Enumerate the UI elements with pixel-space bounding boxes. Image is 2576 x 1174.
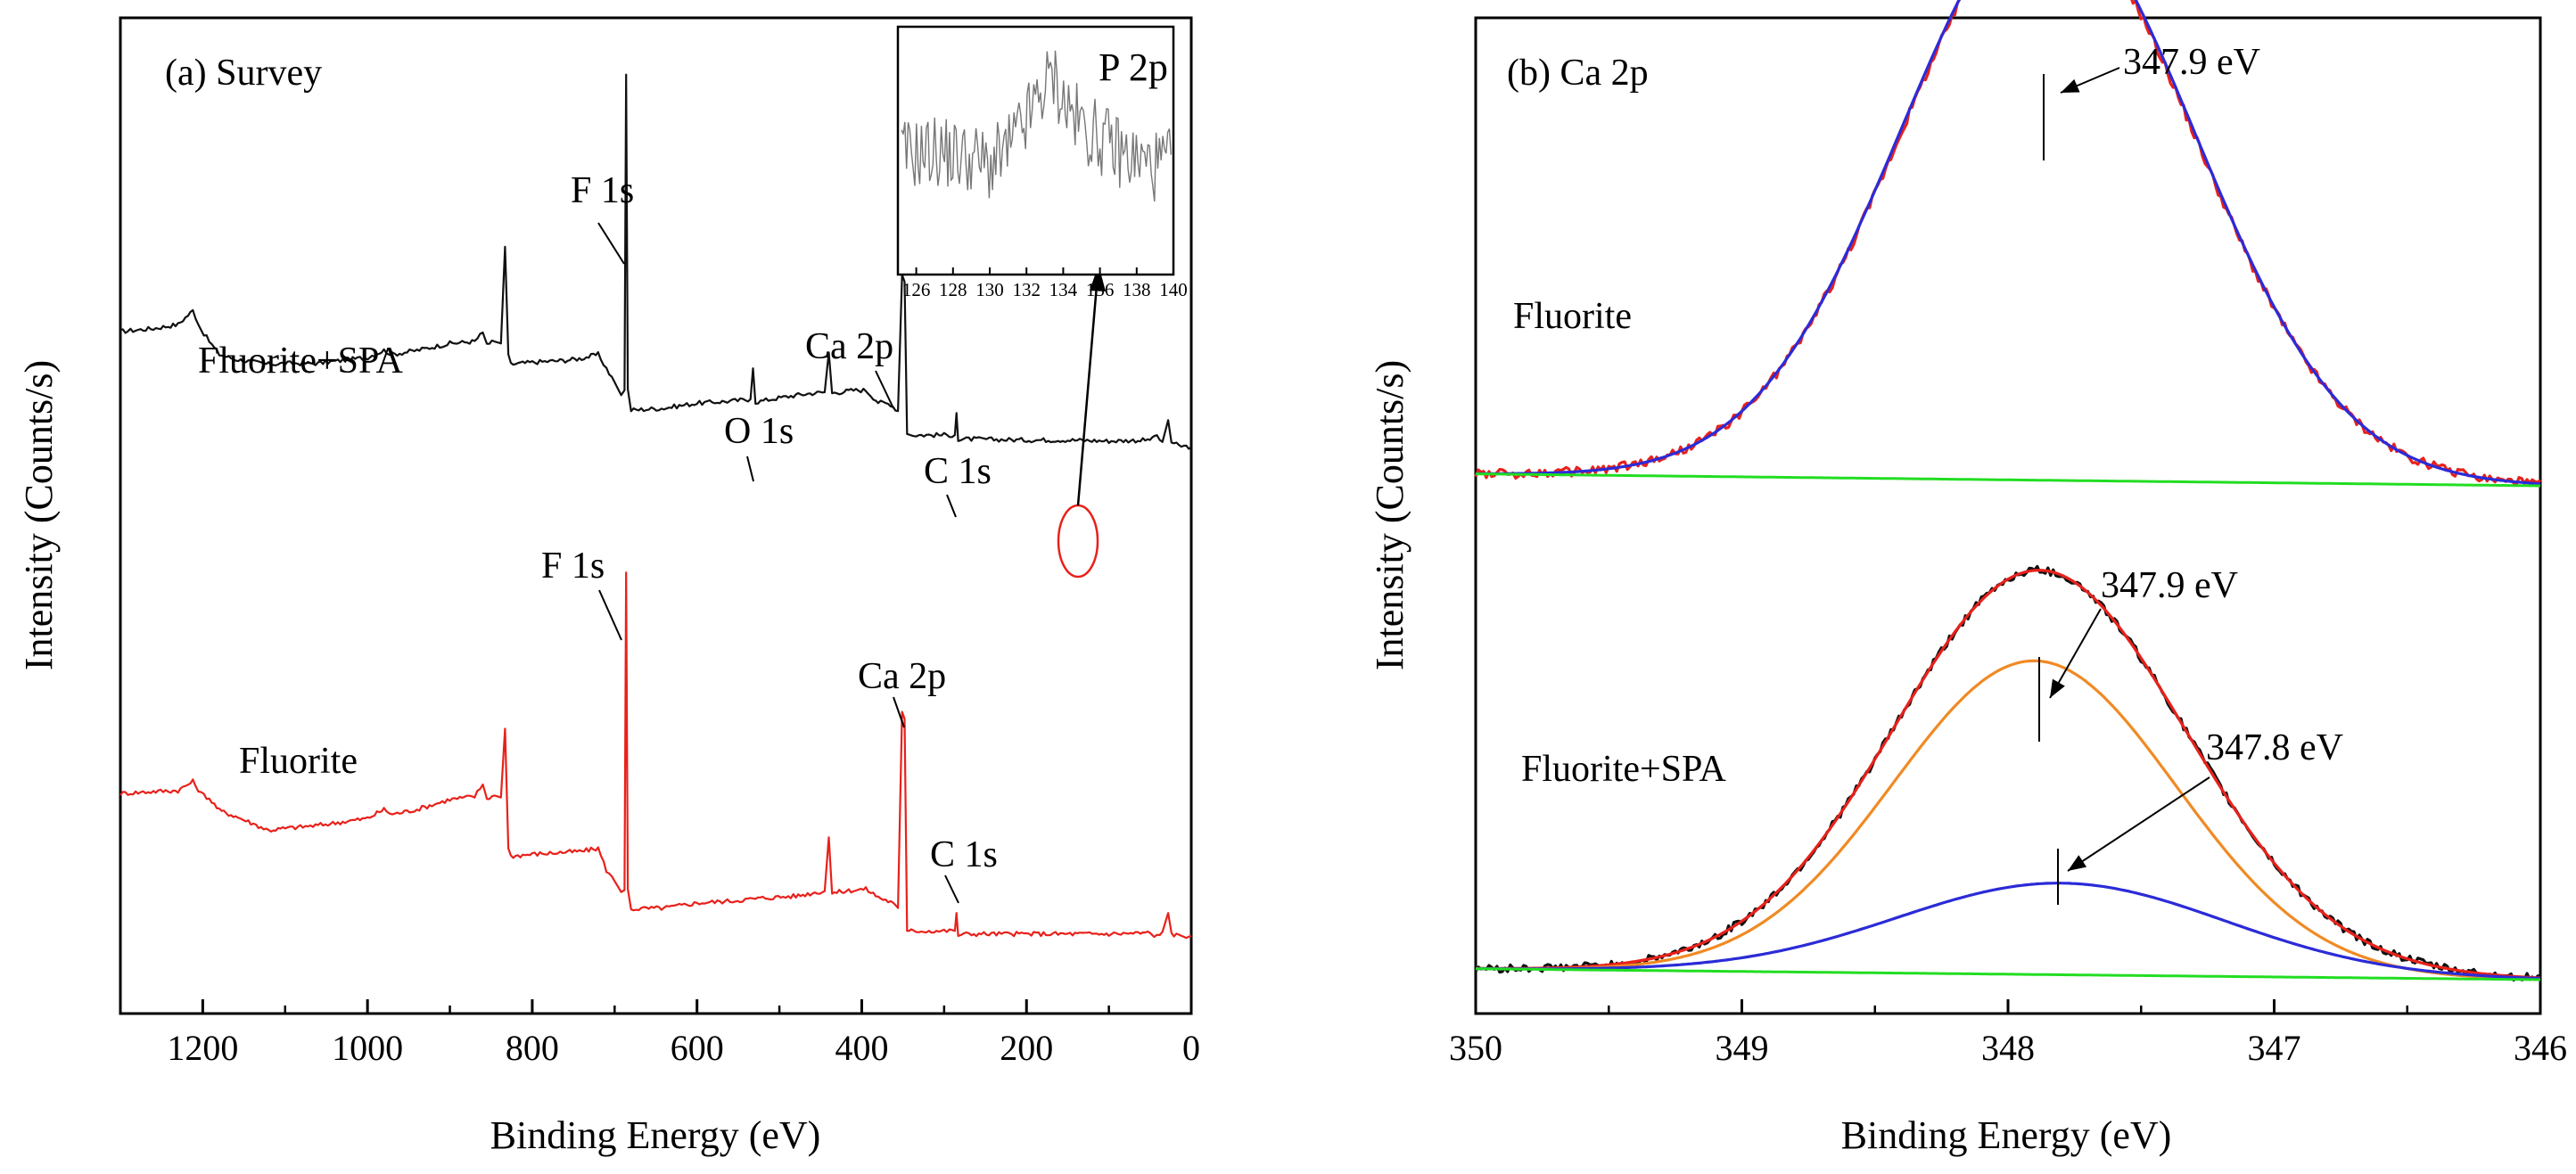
survey-peak-leader (746, 456, 754, 482)
survey-plot-frame (119, 16, 1193, 1015)
survey-series-label-fluorite: Fluorite (239, 741, 358, 782)
survey-series-label-fluorite-spa: Fluorite+SPA (198, 341, 404, 382)
inset-x-tick-label: 128 (939, 279, 967, 300)
survey-peak-leader (598, 589, 622, 641)
survey-peak-label: C 1s (924, 451, 992, 492)
survey-annotations: F 1s Ca 2p O 1s C 1s F 1s Ca 2p C 1s (541, 170, 998, 904)
inset-trace (901, 50, 1172, 202)
inset-x-ticks: 126 128 130 132 134 136 138 140 (902, 267, 1188, 300)
inset-x-tick-label: 136 (1086, 279, 1115, 300)
ca2p-peak-arrowhead (2061, 78, 2080, 93)
survey-peak-label: Ca 2p (858, 656, 946, 697)
survey-peak-leader (875, 370, 894, 409)
ca2p-annotations: 347.9 eV 347.9 eV 347.8 eV (2038, 42, 2343, 905)
survey-x-tick-label: 1000 (332, 1028, 403, 1068)
ca2p-peak-label: 347.9 eV (2101, 565, 2238, 606)
inset-source-circle (1057, 504, 1099, 579)
ca2p-peak-arrowhead (2068, 855, 2087, 871)
survey-title: (a) Survey (165, 53, 322, 94)
ca2p-fluorite-spa-fit-envelope (1476, 569, 2541, 980)
survey-peak-leader (893, 696, 905, 728)
survey-series-line-fluorite-spa (119, 73, 1192, 450)
ca2p-sample-label-fluorite-spa: Fluorite+SPA (1521, 749, 1727, 790)
survey-peak-leader (946, 494, 957, 518)
inset-title: P 2p (1099, 45, 1168, 89)
ca2p-x-tick-label: 348 (1981, 1028, 2035, 1068)
inset-p2p-trace (901, 50, 1172, 202)
inset-x-tick-label: 132 (1012, 279, 1041, 300)
ca2p-peak-label: 347.9 eV (2123, 42, 2260, 83)
survey-series-line-fluorite (119, 571, 1192, 940)
ca2p-series (1474, 0, 2542, 982)
inset-frame (896, 25, 1175, 276)
ca2p-x-tick-label: 350 (1449, 1028, 1502, 1068)
survey-x-axis-title: Binding Energy (eV) (490, 1113, 821, 1157)
ca2p-x-tick-label: 349 (1716, 1028, 1769, 1068)
ca2p-x-tick-label: 346 (2514, 1028, 2567, 1068)
inset-x-tick-label: 130 (975, 279, 1004, 300)
survey-peak-label: C 1s (930, 834, 998, 875)
ca2p-peak-arrowhead (2050, 678, 2065, 698)
ca2p-fluorite-background (1476, 472, 2540, 488)
survey-x-tick-label: 800 (506, 1028, 559, 1068)
inset-x-tick-label: 134 (1049, 279, 1078, 300)
survey-peak-leader (944, 874, 959, 904)
survey-x-tick-label: 600 (671, 1028, 724, 1068)
p2p-inset: 126 128 130 132 134 136 138 140 P 2p (896, 25, 1188, 300)
survey-x-tick-label: 1200 (167, 1028, 238, 1068)
ca2p-plot-frame (1474, 16, 2542, 1015)
inset-x-tick-label: 138 (1123, 279, 1151, 300)
inset-pointer-arrow (1076, 274, 1099, 506)
survey-y-axis-title: Intensity (Counts/s) (17, 360, 61, 670)
survey-peak-label: F 1s (541, 546, 605, 587)
ca2p-title: (b) Ca 2p (1507, 53, 1649, 94)
survey-x-tick-label: 400 (835, 1028, 888, 1068)
ca2p-x-tick-label: 347 (2248, 1028, 2301, 1068)
ca2p-panel: 350 349 348 347 346 347.9 eV 347.9 eV 347.8 eV… (1368, 0, 2567, 1157)
ca2p-peak-label: 347.8 eV (2206, 727, 2343, 768)
ca2p-y-axis-title: Intensity (Counts/s) (1368, 360, 1411, 670)
survey-x-tick-label: 200 (1000, 1028, 1053, 1068)
inset-x-tick-label: 126 (902, 279, 931, 300)
survey-peak-label: F 1s (571, 170, 634, 211)
ca2p-x-axis-title: Binding Energy (eV) (1841, 1113, 2172, 1157)
survey-x-ticks: 1200 1000 800 600 400 200 0 (119, 999, 1200, 1068)
ca2p-fluorite-spa-background (1475, 967, 2540, 981)
ca2p-x-ticks: 350 349 348 347 346 (1449, 999, 2567, 1068)
ca2p-peak-arrow (2067, 776, 2210, 872)
survey-peak-label: Ca 2p (805, 326, 893, 367)
inset-x-tick-label: 140 (1159, 279, 1188, 300)
ca2p-fluorite-spa-component-347-9-ev (1476, 659, 2540, 981)
survey-series (119, 73, 1192, 940)
ca2p-fluorite-spa-component-347-8-ev (1476, 882, 2541, 981)
ca2p-fluorite-fit (1476, 0, 2541, 486)
survey-peak-label: O 1s (724, 411, 794, 452)
inset-pointer-arrowhead (1090, 265, 1106, 291)
ca2p-sample-label-fluorite: Fluorite (1513, 296, 1632, 337)
survey-peak-leader (597, 222, 625, 265)
survey-x-tick-label: 0 (1182, 1028, 1200, 1068)
